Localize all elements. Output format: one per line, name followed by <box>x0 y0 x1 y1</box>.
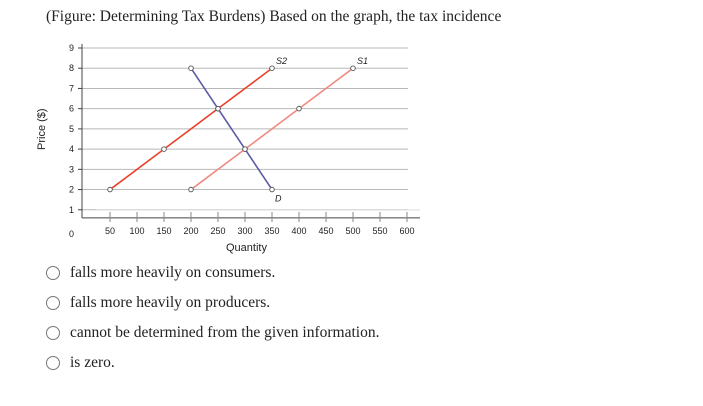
point-S2-1 <box>161 146 167 152</box>
option-cannot-determine[interactable]: cannot be determined from the given info… <box>46 318 379 348</box>
y-tick-label-6: 6 <box>69 104 74 114</box>
point-D-2 <box>242 146 248 152</box>
y-tick-label-0: 0 <box>69 229 74 239</box>
point-S2-3 <box>269 65 275 71</box>
point-S2-0 <box>107 186 113 193</box>
point-S1-0 <box>188 186 194 193</box>
x-tick-label-550: 550 <box>372 226 387 236</box>
x-tick-label-600: 600 <box>399 226 414 236</box>
point-D-3 <box>269 186 275 193</box>
y-tick-label-3: 3 <box>69 164 74 174</box>
point-S1-2 <box>296 105 302 112</box>
series-line-S2 <box>109 67 273 191</box>
option-producers[interactable]: falls more heavily on producers. <box>46 288 379 318</box>
x-tick-label-50: 50 <box>105 226 115 236</box>
radio-consumers[interactable] <box>46 266 60 280</box>
x-tick-label-350: 350 <box>264 226 279 236</box>
x-tick-label-400: 400 <box>291 226 306 236</box>
x-tick-label-250: 250 <box>210 226 225 236</box>
y-tick-label-7: 7 <box>69 83 74 93</box>
x-tick-label-200: 200 <box>183 226 198 236</box>
question-text: (Figure: Determining Tax Burdens) Based … <box>46 8 502 25</box>
x-tick-label-100: 100 <box>129 226 144 236</box>
y-axis-label: Price ($) <box>36 108 48 150</box>
option-label[interactable]: is zero. <box>70 354 115 371</box>
option-consumers[interactable]: falls more heavily on consumers. <box>46 258 379 288</box>
point-D-0 <box>188 65 194 71</box>
y-tick-label-2: 2 <box>69 185 74 195</box>
y-tick-label-1: 1 <box>69 205 74 215</box>
radio-cannot-determine[interactable] <box>46 326 60 340</box>
series-line-S1 <box>190 67 354 191</box>
radio-zero[interactable] <box>46 356 60 370</box>
x-tick-label-500: 500 <box>345 226 360 236</box>
option-label[interactable]: falls more heavily on producers. <box>70 294 271 311</box>
y-tick-label-5: 5 <box>69 124 74 134</box>
series-label-D: D <box>275 194 282 204</box>
option-zero[interactable]: is zero. <box>46 348 379 378</box>
series-label-S2: S2 <box>276 56 287 66</box>
point-S1-3 <box>350 65 356 71</box>
tax-burden-chart: 0 1 2 3 4 5 6 7 8 9 50 100 150 200 250 300 350 400 450 500 5… <box>69 43 420 239</box>
option-label[interactable]: cannot be determined from the given info… <box>70 324 380 341</box>
option-label[interactable]: falls more heavily on consumers. <box>70 264 276 281</box>
y-tick-label-8: 8 <box>69 63 74 73</box>
x-tick-label-300: 300 <box>237 226 252 236</box>
y-tick-label-4: 4 <box>69 144 74 154</box>
point-D-1 <box>215 105 221 112</box>
series-label-S1: S1 <box>357 56 368 66</box>
x-axis-label: Quantity <box>226 242 267 254</box>
x-tick-label-150: 150 <box>156 226 171 236</box>
y-tick-label-9: 9 <box>69 43 74 53</box>
series-line-D <box>190 67 273 190</box>
radio-producers[interactable] <box>46 296 60 310</box>
answer-options: falls more heavily on consumers. falls m… <box>46 258 379 378</box>
x-tick-label-450: 450 <box>318 226 333 236</box>
